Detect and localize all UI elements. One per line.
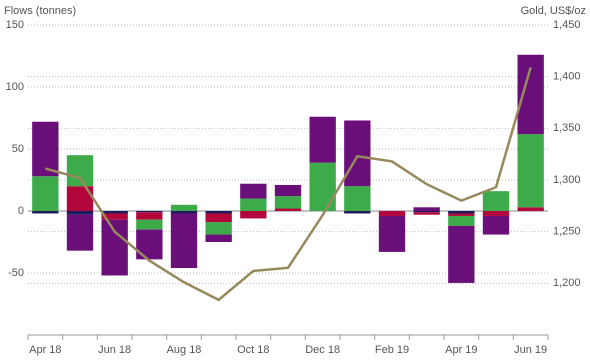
bar-segment xyxy=(66,211,94,215)
bar-segment xyxy=(448,211,475,214)
bar-segment xyxy=(309,116,336,163)
bar-segment xyxy=(448,225,475,283)
bar-segment xyxy=(413,212,440,215)
bar-segment xyxy=(240,211,267,219)
bar-segment xyxy=(101,213,128,220)
bar-segment xyxy=(205,211,232,214)
gold-price-line xyxy=(45,67,532,302)
bar-segment xyxy=(413,211,440,213)
y2-tick-label: 1,350 xyxy=(553,122,581,134)
y-axis-title: Flows (tonnes) xyxy=(4,5,76,17)
bar-segment xyxy=(101,211,128,214)
bar-segment xyxy=(32,176,59,211)
bar-segment xyxy=(344,211,371,214)
x-tick-label: Apr 18 xyxy=(29,344,61,356)
bar-segment xyxy=(136,211,163,213)
bar-segment xyxy=(378,215,406,252)
bar-segment xyxy=(136,219,163,230)
bar-segment xyxy=(274,184,302,197)
x-tick-label: Jun 18 xyxy=(98,344,131,356)
bar-segment xyxy=(517,207,544,211)
x-tick-label: Dec 18 xyxy=(305,344,340,356)
bar-segment xyxy=(32,211,59,214)
bar-segment xyxy=(170,213,198,269)
bar-segment xyxy=(170,204,198,211)
y2-tick-label: 1,200 xyxy=(553,277,581,289)
y-tick-label: 50 xyxy=(12,143,24,155)
bar-segment xyxy=(482,215,510,235)
bar-segment xyxy=(101,219,128,276)
bar-segment xyxy=(413,207,440,211)
bar-segment xyxy=(240,198,267,211)
x-tick-label: Oct 18 xyxy=(237,344,269,356)
y-tick-label: -50 xyxy=(8,267,24,279)
bar-segment xyxy=(448,213,475,216)
x-tick-label: Apr 19 xyxy=(445,344,477,356)
bar-segment xyxy=(274,208,302,211)
x-tick-label: Aug 18 xyxy=(167,344,202,356)
y-tick-label: 100 xyxy=(6,81,24,93)
y2-tick-label: 1,300 xyxy=(553,174,581,186)
bar-segment xyxy=(66,214,94,251)
y2-tick-label: 1,400 xyxy=(553,71,581,83)
x-tick-label: Jun 19 xyxy=(514,344,547,356)
bar-segment xyxy=(482,191,510,211)
x-tick-label: Feb 19 xyxy=(375,344,409,356)
bar-segment xyxy=(274,196,302,209)
bar-segment xyxy=(517,54,544,135)
y2-tick-label: 1,250 xyxy=(553,226,581,238)
y2-tick-label: 1,450 xyxy=(553,19,581,31)
y-tick-label: 0 xyxy=(18,205,24,217)
bar-segment xyxy=(309,162,336,211)
bar-segment xyxy=(32,121,59,177)
bar-segment xyxy=(136,212,163,220)
bar-segment xyxy=(66,155,94,187)
bar-segment xyxy=(66,186,94,211)
bar-segment xyxy=(344,186,371,211)
bar-segment xyxy=(170,211,198,214)
y-tick-label: 150 xyxy=(6,19,24,31)
bar-segment xyxy=(517,134,544,208)
bar-segment xyxy=(378,211,406,216)
bar-segment xyxy=(205,234,232,242)
y2-axis-title: Gold, US$/oz xyxy=(521,5,586,17)
bar-segment xyxy=(205,222,232,235)
bar-segment xyxy=(344,120,371,187)
bar-segment xyxy=(205,213,232,223)
bar-segment xyxy=(448,215,475,226)
bar-segment xyxy=(482,211,510,216)
bar-segment xyxy=(240,183,267,199)
bar-segment xyxy=(136,229,163,260)
